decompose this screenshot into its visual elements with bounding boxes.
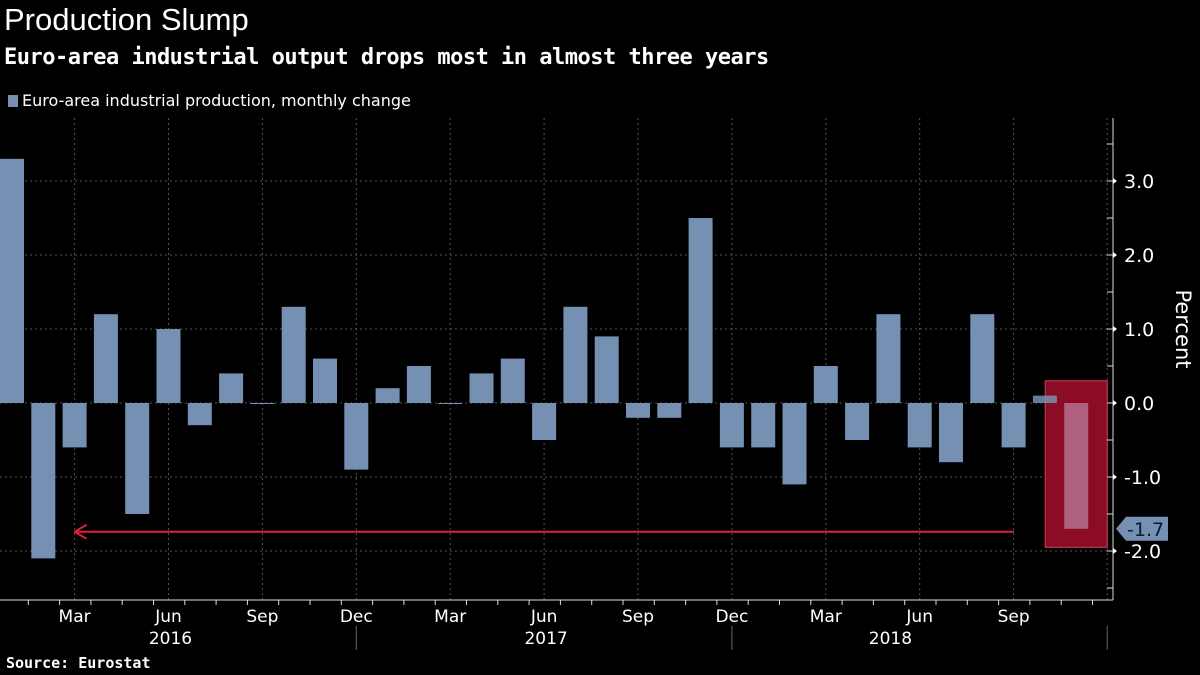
y-tick-marker — [1113, 474, 1117, 480]
bar — [907, 403, 932, 448]
y-axis-label: Percent — [1171, 289, 1195, 368]
bar — [813, 366, 838, 403]
chart-subtitle: Euro-area industrial output drops most i… — [4, 45, 769, 70]
value-callout-label: -1.7 — [1127, 519, 1164, 541]
y-tick-label: 2.0 — [1124, 245, 1154, 267]
legend-swatch — [8, 94, 18, 107]
y-tick-marker — [1113, 178, 1117, 184]
bar — [0, 158, 24, 403]
bar — [876, 314, 901, 403]
bar — [406, 366, 431, 403]
x-tick-label: Dec — [340, 607, 373, 627]
bar — [719, 403, 744, 448]
x-tick-label: Mar — [810, 607, 842, 627]
bar — [1064, 403, 1089, 529]
bar — [469, 373, 494, 403]
x-tick-label: Mar — [59, 607, 91, 627]
bar — [563, 306, 588, 403]
bar — [62, 403, 87, 448]
x-tick-label: Mar — [434, 607, 466, 627]
bar — [313, 358, 337, 403]
legend-label: Euro-area industrial production, monthly… — [22, 91, 411, 110]
bar — [626, 403, 650, 418]
bar — [1001, 403, 1026, 448]
bar — [939, 403, 963, 463]
bar — [751, 403, 776, 448]
x-tick-label: Jun — [154, 607, 182, 627]
x-tick-label: Jun — [905, 607, 933, 627]
year-label: 2016 — [149, 629, 192, 649]
bar — [594, 336, 619, 403]
bar — [125, 403, 150, 514]
y-tick-marker — [1113, 400, 1117, 406]
value-callout — [1116, 516, 1168, 541]
y-tick-label: 0.0 — [1124, 393, 1154, 415]
y-tick-label: -2.0 — [1124, 541, 1161, 563]
bar — [500, 358, 525, 403]
x-tick-label: Sep — [998, 607, 1030, 627]
bar — [782, 403, 807, 485]
y-tick-marker — [1113, 326, 1117, 332]
y-tick-marker — [1113, 252, 1117, 258]
source-note: Source: Eurostat — [6, 654, 151, 672]
bar — [657, 403, 682, 418]
bar — [31, 403, 56, 559]
bar — [93, 314, 118, 403]
y-tick-label: 3.0 — [1124, 171, 1154, 193]
bar — [156, 329, 181, 403]
y-tick-label: 1.0 — [1124, 319, 1154, 341]
bar — [281, 306, 306, 403]
bar — [1032, 395, 1057, 403]
bar — [438, 403, 463, 404]
year-label: 2017 — [524, 629, 567, 649]
bar — [970, 314, 995, 403]
bar — [344, 403, 369, 470]
bar — [187, 403, 212, 426]
bar — [688, 218, 713, 403]
bar — [219, 373, 244, 403]
bar — [532, 403, 557, 440]
bar — [375, 388, 400, 403]
x-tick-label: Sep — [622, 607, 654, 627]
legend: Euro-area industrial production, monthly… — [8, 91, 411, 110]
x-tick-label: Dec — [715, 607, 748, 627]
bar — [845, 403, 870, 440]
y-tick-marker — [1113, 548, 1117, 554]
x-tick-label: Sep — [246, 607, 278, 627]
bar — [250, 403, 275, 404]
y-tick-label: -1.0 — [1124, 467, 1161, 489]
x-tick-label: Jun — [530, 607, 558, 627]
year-label: 2018 — [869, 629, 912, 649]
arrow-head — [74, 523, 88, 540]
chart-title: Production Slump — [4, 2, 249, 37]
